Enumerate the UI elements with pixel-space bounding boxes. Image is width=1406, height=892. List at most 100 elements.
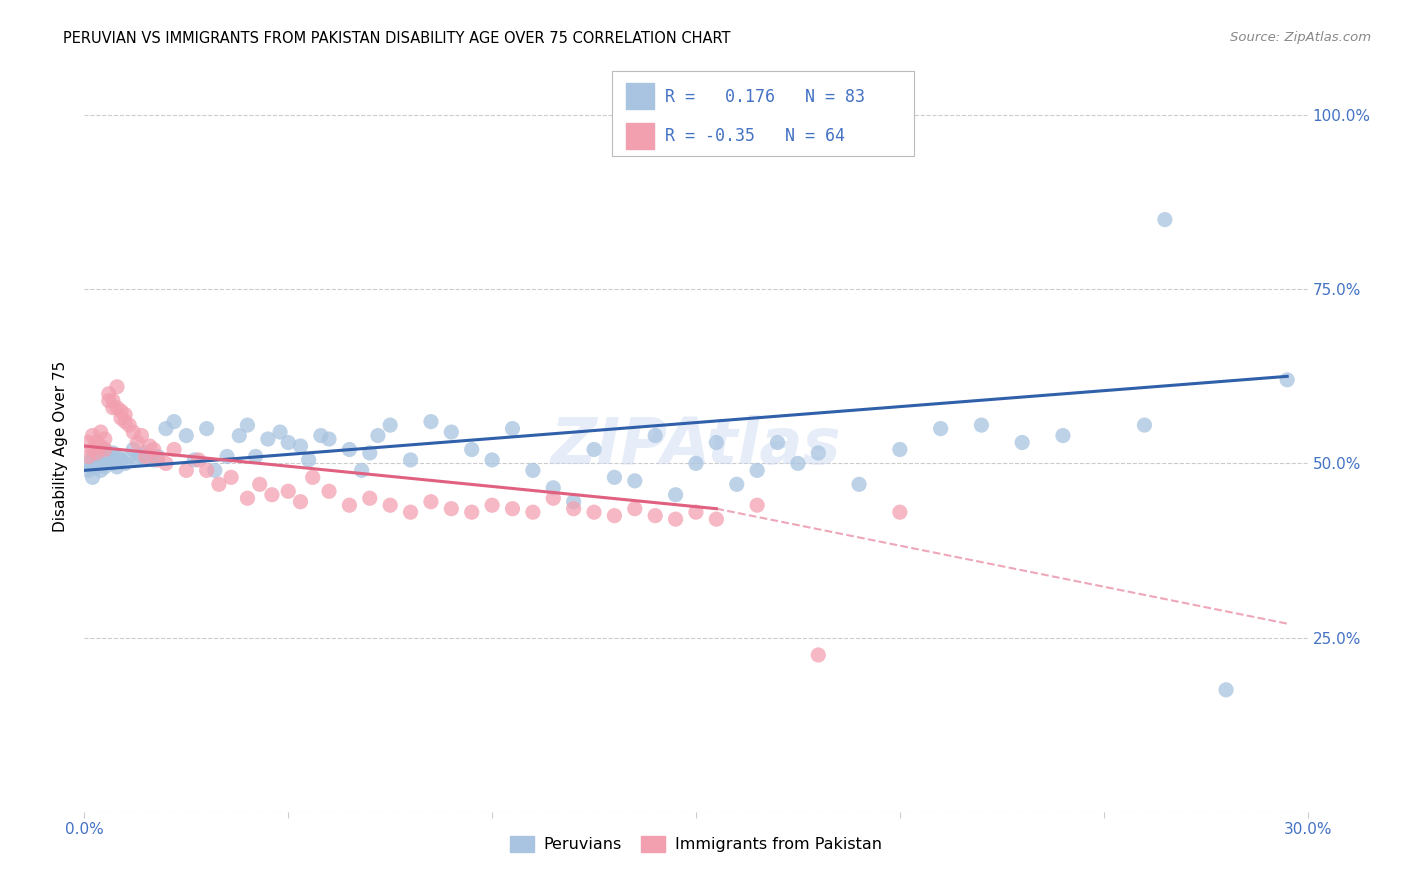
Point: [105, 459, 128, 474]
Point: [97, 386, 120, 401]
Text: PERUVIAN VS IMMIGRANTS FROM PAKISTAN DISABILITY AGE OVER 75 CORRELATION CHART: PERUVIAN VS IMMIGRANTS FROM PAKISTAN DIS…: [63, 31, 731, 46]
Point: [889, 442, 911, 457]
Point: [195, 463, 218, 477]
Point: [187, 453, 209, 467]
Point: [90, 463, 112, 477]
Point: [747, 498, 769, 512]
Point: [77, 435, 100, 450]
Point: [122, 425, 145, 439]
Point: [217, 450, 239, 464]
Point: [522, 505, 544, 519]
Point: [82, 470, 104, 484]
Point: [339, 498, 361, 512]
Point: [138, 450, 160, 464]
Point: [269, 425, 291, 439]
Point: [399, 453, 422, 467]
Point: [86, 453, 108, 467]
Point: [562, 501, 585, 516]
Point: [174, 463, 197, 477]
Point: [1011, 435, 1033, 450]
Point: [543, 491, 565, 506]
Point: [118, 418, 141, 433]
Point: [339, 442, 361, 457]
Point: [562, 494, 585, 508]
Point: [236, 418, 259, 433]
Point: [461, 505, 484, 519]
Y-axis label: Disability Age Over 75: Disability Age Over 75: [53, 360, 69, 532]
Point: [90, 425, 112, 439]
Point: [142, 453, 165, 467]
Point: [101, 457, 124, 471]
Point: [665, 512, 688, 526]
Point: [86, 450, 108, 464]
Point: [122, 442, 145, 457]
Point: [131, 450, 153, 464]
Point: [110, 411, 132, 425]
Point: [290, 439, 312, 453]
Point: [97, 450, 120, 464]
Point: [135, 450, 157, 464]
Point: [146, 453, 169, 467]
Point: [706, 512, 728, 526]
Point: [105, 450, 128, 464]
Point: [440, 425, 463, 439]
Point: [208, 477, 231, 491]
Point: [82, 428, 104, 442]
Point: [889, 505, 911, 519]
Point: [155, 421, 177, 435]
Point: [290, 494, 312, 508]
Point: [260, 488, 283, 502]
Point: [77, 457, 100, 471]
Point: [101, 446, 124, 460]
Point: [481, 453, 503, 467]
Point: [787, 457, 810, 471]
Point: [970, 418, 993, 433]
Point: [807, 446, 830, 460]
Point: [747, 463, 769, 477]
Point: [77, 450, 100, 464]
Point: [93, 459, 115, 474]
Point: [127, 435, 149, 450]
Point: [1133, 418, 1156, 433]
Point: [86, 459, 108, 474]
Point: [138, 439, 160, 453]
Point: [90, 446, 112, 460]
Point: [807, 648, 830, 662]
Point: [685, 505, 707, 519]
Point: [848, 477, 870, 491]
Point: [86, 435, 108, 450]
Point: [245, 450, 267, 464]
Point: [380, 418, 402, 433]
Point: [440, 501, 463, 516]
Point: [420, 494, 443, 508]
Point: [236, 491, 259, 506]
Point: [163, 415, 186, 429]
Point: [1277, 373, 1299, 387]
Point: [204, 463, 226, 477]
Point: [624, 474, 647, 488]
Point: [142, 442, 165, 457]
Text: ZIPAtlas: ZIPAtlas: [551, 415, 841, 477]
Point: [644, 428, 666, 442]
Point: [82, 459, 104, 474]
Point: [318, 484, 340, 499]
Point: [309, 428, 332, 442]
Point: [359, 491, 381, 506]
Point: [461, 442, 484, 457]
Point: [82, 442, 104, 457]
Point: [318, 432, 340, 446]
Point: [127, 453, 149, 467]
Point: [502, 421, 524, 435]
Point: [118, 450, 141, 464]
Point: [502, 501, 524, 516]
Point: [174, 428, 197, 442]
Point: [603, 508, 626, 523]
Point: [380, 498, 402, 512]
Point: [146, 450, 169, 464]
Point: [114, 408, 136, 422]
Point: [131, 428, 153, 442]
Point: [77, 463, 100, 477]
Point: [105, 380, 128, 394]
Point: [929, 421, 952, 435]
Point: [725, 477, 748, 491]
